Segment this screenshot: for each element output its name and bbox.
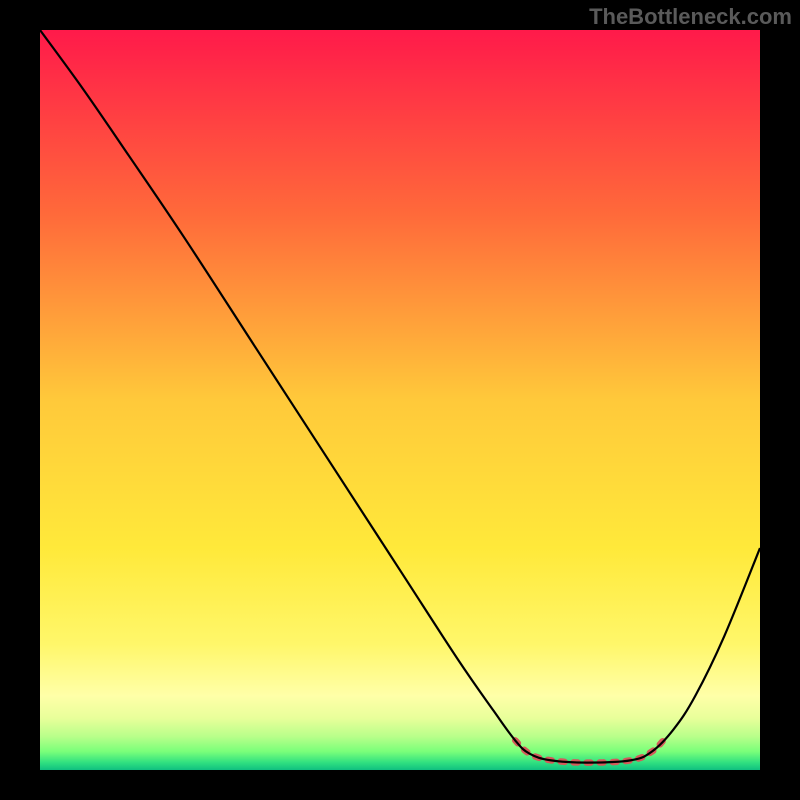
watermark-text: TheBottleneck.com <box>589 4 792 30</box>
gradient-background <box>40 30 760 770</box>
chart-container: TheBottleneck.com <box>0 0 800 800</box>
plot-area <box>40 30 760 770</box>
